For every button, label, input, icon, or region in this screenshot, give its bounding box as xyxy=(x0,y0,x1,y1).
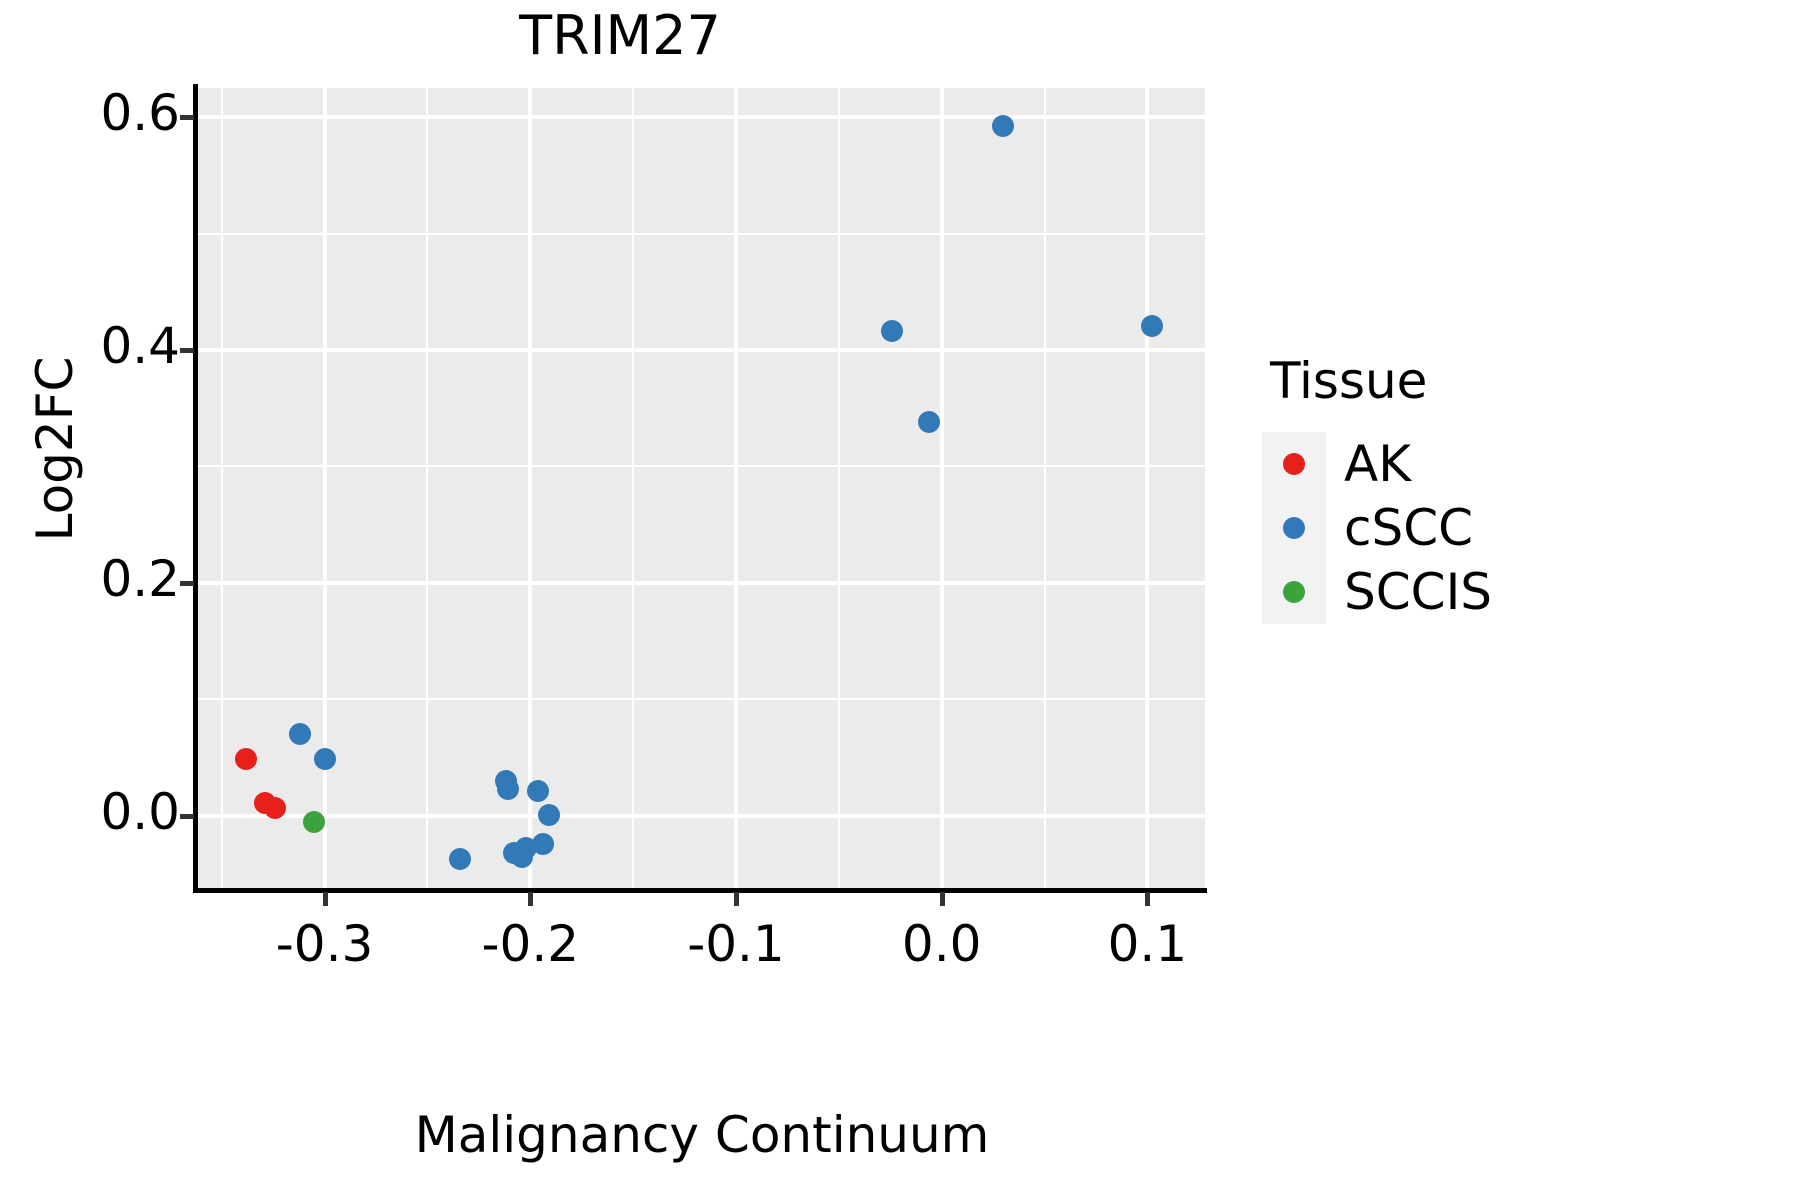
y-tick-label: 0.2 xyxy=(100,549,180,608)
gridline-major-horizontal xyxy=(197,348,1205,352)
data-point-cscc xyxy=(496,778,519,801)
data-point-cscc xyxy=(881,320,904,343)
x-tick-label: -0.2 xyxy=(481,915,580,973)
y-tick-mark xyxy=(180,115,194,121)
gridline-major-horizontal xyxy=(197,813,1205,818)
legend-items: AK cSCC SCCIS xyxy=(1262,432,1492,624)
data-point-cscc xyxy=(313,747,336,770)
legend-title: Tissue xyxy=(1270,352,1428,410)
y-tick-mark xyxy=(180,580,194,586)
legend-dot-icon xyxy=(1283,453,1305,475)
data-point-cscc xyxy=(537,803,560,826)
data-point-cscc xyxy=(288,723,311,746)
gridline-minor-vertical xyxy=(220,88,223,888)
data-point-ak xyxy=(235,747,258,770)
gridline-minor-vertical xyxy=(632,88,635,888)
y-tick-mark xyxy=(180,813,194,819)
gridline-minor-vertical xyxy=(426,88,429,888)
data-point-sccis xyxy=(303,810,326,833)
legend-item-label: AK xyxy=(1344,435,1411,493)
data-point-ak xyxy=(264,796,287,819)
data-point-cscc xyxy=(449,847,472,870)
x-tick-label: 0.1 xyxy=(1107,915,1188,973)
x-tick-label: -0.1 xyxy=(687,915,785,973)
gridline-minor-horizontal xyxy=(197,465,1205,468)
gridline-major-horizontal xyxy=(197,580,1205,585)
y-tick-label: 0.0 xyxy=(100,782,180,841)
legend-key-swatch xyxy=(1262,432,1326,496)
x-tick-mark xyxy=(322,892,328,906)
data-point-cscc xyxy=(527,780,550,803)
legend: Tissue AK cSCC SCCIS xyxy=(1262,352,1492,624)
gridline-major-vertical xyxy=(528,88,533,888)
legend-dot-icon xyxy=(1283,581,1305,603)
gridline-major-horizontal xyxy=(197,115,1205,120)
legend-item-ak[interactable]: AK xyxy=(1262,432,1492,496)
y-axis-line xyxy=(193,84,198,892)
gridline-major-vertical xyxy=(322,88,327,888)
legend-item-sccis[interactable]: SCCIS xyxy=(1262,560,1492,624)
legend-item-cscc[interactable]: cSCC xyxy=(1262,496,1492,560)
data-point-cscc xyxy=(1140,314,1163,337)
y-tick-label: 0.6 xyxy=(100,84,180,143)
y-axis-label: Log2FC xyxy=(26,356,84,542)
legend-key-swatch xyxy=(1262,560,1326,624)
x-tick-mark xyxy=(528,892,534,906)
x-tick-mark xyxy=(1145,892,1151,906)
legend-item-label: cSCC xyxy=(1344,499,1474,557)
legend-key-swatch xyxy=(1262,496,1326,560)
y-tick-label: 0.4 xyxy=(100,317,180,375)
gridline-major-vertical xyxy=(1145,88,1150,888)
x-axis-line xyxy=(193,888,1207,893)
page-title: TRIM27 xyxy=(519,4,721,67)
gridline-minor-vertical xyxy=(837,88,840,888)
gridline-major-vertical xyxy=(733,88,738,888)
data-point-cscc xyxy=(918,411,941,434)
gridline-minor-horizontal xyxy=(197,232,1205,235)
x-tick-label: 0.0 xyxy=(901,915,982,973)
data-point-cscc xyxy=(531,832,554,855)
legend-dot-icon xyxy=(1283,517,1305,539)
x-tick-label: -0.3 xyxy=(275,915,374,973)
x-tick-mark xyxy=(939,892,945,906)
legend-item-label: SCCIS xyxy=(1344,563,1493,621)
x-tick-mark xyxy=(733,892,739,906)
gridline-major-vertical xyxy=(939,88,944,888)
gridline-minor-vertical xyxy=(1043,88,1046,888)
data-point-cscc xyxy=(992,115,1015,138)
plot-panel xyxy=(197,88,1205,888)
gridline-minor-horizontal xyxy=(197,698,1205,701)
y-tick-mark xyxy=(180,348,194,353)
x-axis-label: Malignancy Continuum xyxy=(414,1106,990,1164)
